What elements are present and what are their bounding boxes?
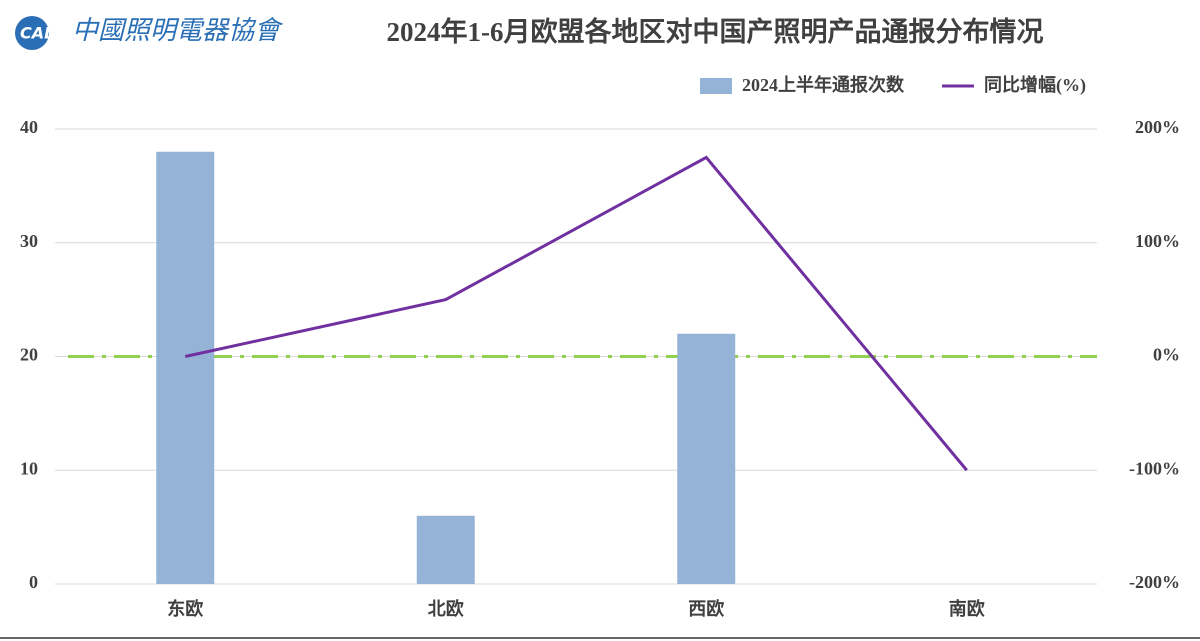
y-tick-label: 30 bbox=[20, 231, 38, 251]
logo: CALI 中國照明電器協會 bbox=[15, 16, 284, 50]
bar bbox=[416, 515, 475, 584]
y-tick-label: 40 bbox=[20, 117, 38, 137]
x-tick-label: 北欧 bbox=[428, 598, 464, 619]
x-tick-label: 东欧 bbox=[167, 598, 203, 619]
y-tick-label: 0 bbox=[29, 572, 38, 592]
x-tick-label: 南欧 bbox=[949, 598, 985, 619]
line bbox=[184, 155, 968, 472]
chart-title: 2024年1-6月欧盟各地区对中国产照明产品通报分布情况 bbox=[387, 16, 1044, 47]
y2-tick-label: -200% bbox=[1129, 572, 1180, 592]
y2-tick-label: 100% bbox=[1135, 231, 1180, 251]
legend-label: 2024上半年通报次数 bbox=[742, 74, 905, 95]
y-tick-label: 20 bbox=[20, 345, 38, 365]
legend-swatch bbox=[700, 78, 732, 94]
logo-mark: CALI bbox=[20, 24, 60, 43]
y2-tick-label: 0% bbox=[1153, 345, 1180, 365]
y-tick-label: 10 bbox=[20, 458, 38, 478]
y2-tick-label: -100% bbox=[1129, 458, 1180, 478]
logo-name: 中國照明電器協會 bbox=[72, 16, 284, 45]
logo-badge bbox=[15, 16, 49, 50]
bar bbox=[677, 333, 736, 584]
legend-label: 同比增幅(%) bbox=[984, 74, 1086, 96]
y2-tick-label: 200% bbox=[1135, 117, 1180, 137]
bar bbox=[156, 151, 215, 584]
x-tick-label: 西欧 bbox=[688, 598, 724, 619]
